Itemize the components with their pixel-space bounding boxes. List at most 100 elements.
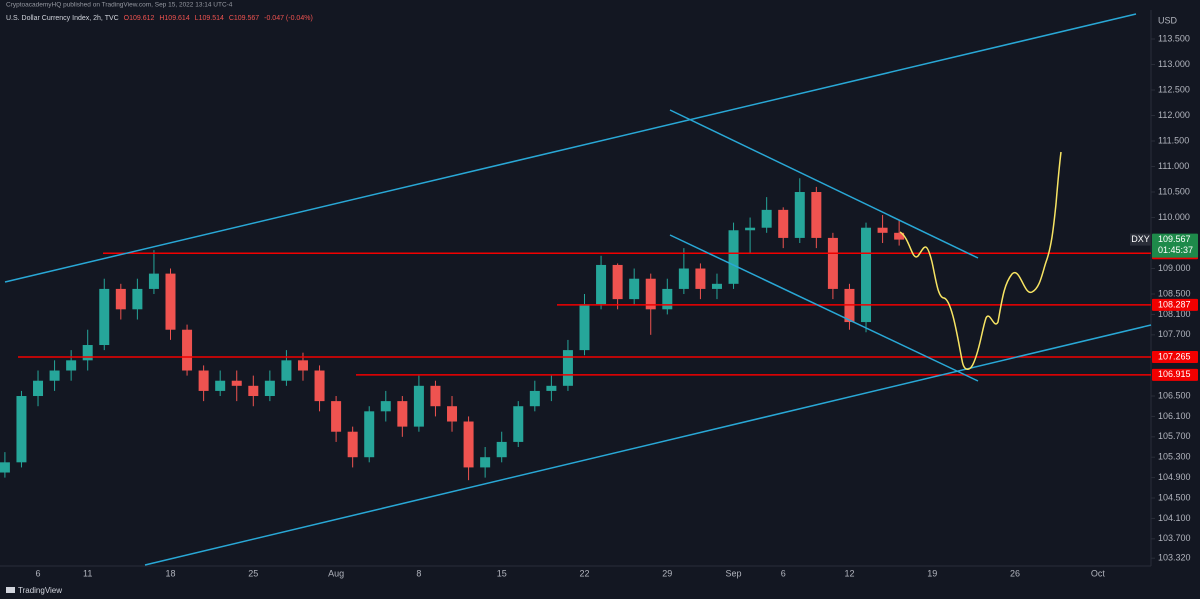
brand: TradingView (6, 586, 62, 595)
x-tick-label: 22 (579, 568, 589, 578)
candle-body (728, 230, 739, 284)
x-tick-label: Aug (328, 568, 344, 578)
candle-body (794, 192, 805, 238)
candle-body (546, 385, 557, 391)
candle-body (877, 227, 888, 233)
candle-body (678, 268, 689, 289)
countdown: 01:45:37 (1158, 245, 1193, 255)
candle-body (480, 457, 491, 468)
legend-c: C109.567 (229, 15, 259, 22)
candle-body (811, 192, 822, 238)
channel-top (4, 13, 1137, 283)
channel-bottom (144, 324, 1152, 566)
brand-name: TradingView (18, 586, 62, 595)
x-tick-label: 8 (416, 568, 421, 578)
candle-body (612, 264, 623, 300)
y-tick-label: 104.100 (1158, 513, 1191, 523)
projection-path (899, 151, 1062, 370)
x-tick-label: 6 (781, 568, 786, 578)
candle-body (331, 401, 342, 432)
y-tick-label: 105.700 (1158, 431, 1191, 441)
legend-h: H109.614 (159, 15, 189, 22)
candle-body (0, 462, 10, 473)
candle-body (463, 421, 474, 468)
candle-body (198, 370, 209, 391)
y-tick-label: 104.500 (1158, 492, 1191, 502)
y-tick-label: 108.500 (1158, 288, 1191, 298)
last-price: 109.567 (1158, 234, 1191, 244)
x-tick-label: Oct (1091, 568, 1106, 578)
y-tick-label: 110.500 (1158, 186, 1190, 196)
brand-logo (6, 587, 15, 593)
candle-body (397, 401, 408, 427)
legend: U.S. Dollar Currency Index, 2h, TVC O109… (6, 15, 313, 22)
y-tick-label: 110.000 (1158, 212, 1190, 222)
x-tick-label: 6 (36, 568, 41, 578)
y-tick-label: 109.000 (1158, 263, 1191, 273)
candle-body (562, 350, 573, 386)
wedge-bottom (669, 234, 979, 382)
level-label: 106.915 (1158, 369, 1191, 379)
y-tick-label: 113.000 (1158, 59, 1190, 69)
y-tick-label: 113.500 (1158, 33, 1190, 43)
candle-body (695, 268, 706, 289)
candles (0, 178, 905, 481)
candle-body (413, 385, 424, 427)
candle-body (745, 227, 756, 231)
y-tick-label: 112.500 (1158, 84, 1190, 94)
candle-body (248, 385, 259, 397)
price-axis: 113.500 113.000 112.500 112.000 111.500 111.0… (36, 33, 1198, 578)
x-tick-label: 19 (927, 568, 937, 578)
y-tick-label: 103.320 (1158, 553, 1191, 563)
publisher: CryptoacademyHQ published on TradingView… (6, 2, 233, 9)
candle-body (16, 396, 27, 463)
x-tick-label: 26 (1010, 568, 1020, 578)
candle-body (165, 273, 176, 330)
candle-body (364, 411, 375, 458)
ticker-tag (1130, 233, 1151, 246)
y-tick-label: 111.000 (1158, 161, 1189, 171)
candle-body (314, 370, 325, 402)
y-tick-label: 107.700 (1158, 329, 1191, 339)
y-tick-label: 103.700 (1158, 533, 1191, 543)
candle-body (513, 406, 524, 442)
level-label: 107.265 (1158, 351, 1191, 361)
candle-body (82, 345, 93, 361)
candle-body (596, 264, 607, 305)
y-tick-label: 112.000 (1158, 110, 1190, 120)
candle-body (894, 232, 905, 240)
x-tick-label: 12 (844, 568, 854, 578)
x-tick-label: 25 (248, 568, 258, 578)
y-tick-label: 111.500 (1158, 135, 1189, 145)
candle-body (281, 360, 292, 381)
legend-l: L109.514 (195, 15, 224, 22)
candle-body (496, 441, 507, 458)
candle-body (645, 278, 656, 310)
candle-body (430, 385, 441, 407)
candle-body (447, 406, 458, 422)
level-label: 108.287 (1158, 299, 1191, 309)
candle-body (231, 380, 242, 386)
candle-body (297, 360, 308, 371)
candle-body (99, 288, 110, 346)
level-tag (1152, 351, 1198, 364)
symbol: U.S. Dollar Currency Index, 2h, TVC (6, 15, 119, 22)
candle-body (778, 209, 789, 238)
candle-body (529, 390, 540, 407)
candle-body (132, 288, 143, 310)
trend-lines (4, 13, 1152, 566)
y-tick-label: 105.300 (1158, 452, 1191, 462)
candle-body (66, 360, 77, 371)
candle-body (215, 380, 226, 391)
x-tick-label: 29 (662, 568, 672, 578)
legend-change: -0.047 (-0.04%) (264, 15, 313, 22)
candle-body (711, 283, 722, 289)
x-tick-label: 15 (497, 568, 507, 578)
y-tick-label: 104.900 (1158, 472, 1191, 482)
candle-body (861, 227, 872, 323)
candle-body (182, 329, 193, 371)
level-tag (1152, 368, 1198, 381)
y-tick-label: 106.100 (1158, 411, 1191, 421)
x-tick-label: Sep (726, 568, 742, 578)
